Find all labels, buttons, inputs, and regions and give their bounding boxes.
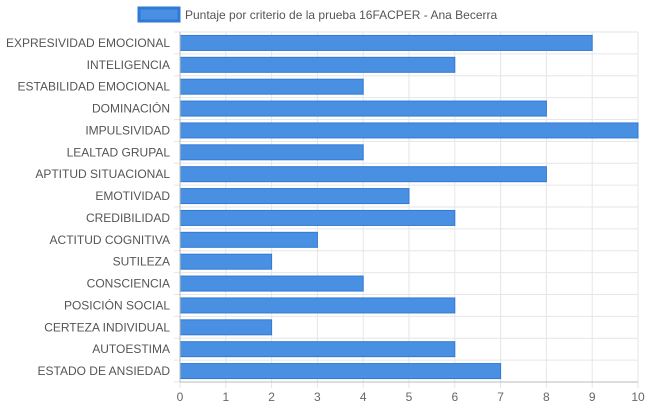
axes (179, 32, 638, 383)
bar[interactable] (179, 122, 639, 139)
bar[interactable] (179, 231, 318, 248)
bar[interactable] (179, 78, 364, 95)
bar[interactable] (179, 275, 364, 292)
legend[interactable]: Puntaje por criterio de la prueba 16FACP… (137, 6, 497, 23)
grid (174, 31, 639, 388)
x-tick-label: 5 (406, 390, 413, 404)
category-label: EMOTIVIDAD (95, 189, 170, 203)
category-label: APTITUD SITUACIONAL (35, 167, 170, 181)
bar[interactable] (179, 319, 273, 336)
x-tick-label: 4 (360, 390, 367, 404)
legend-label: Puntaje por criterio de la prueba 16FACP… (185, 8, 497, 22)
bar[interactable] (179, 209, 456, 226)
x-tick-labels: 0 1 2 3 4 5 6 7 8 9 10 (177, 390, 645, 404)
category-label: CREDIBILIDAD (86, 211, 170, 225)
bar[interactable] (179, 297, 456, 314)
category-label: EXPRESIVIDAD EMOCIONAL (6, 36, 170, 50)
bar[interactable] (179, 34, 593, 51)
legend-swatch (137, 6, 181, 23)
category-label: AUTOESTIMA (92, 342, 170, 356)
bar[interactable] (179, 144, 364, 161)
category-labels: EXPRESIVIDAD EMOCIONAL INTELIGENCIA ESTABI… (6, 36, 170, 378)
x-tick-label: 10 (631, 390, 645, 404)
category-label: INTELIGENCIA (87, 58, 170, 72)
category-label: ESTABILIDAD EMOCIONAL (18, 80, 171, 94)
x-tick-label: 2 (268, 390, 275, 404)
bar[interactable] (179, 56, 456, 73)
category-label: POSICIÓN SOCIAL (64, 297, 170, 312)
x-tick-label: 1 (222, 390, 229, 404)
category-label: DOMINACIÓN (92, 101, 170, 116)
bar[interactable] (179, 166, 547, 183)
x-tick-label: 8 (543, 390, 550, 404)
category-label: CERTEZA INDIVIDUAL (44, 320, 170, 334)
category-label: IMPULSIVIDAD (85, 123, 170, 137)
category-label: ACTITUD COGNITIVA (50, 233, 170, 247)
x-tick-label: 0 (177, 390, 184, 404)
x-tick-label: 7 (497, 390, 504, 404)
x-tick-label: 9 (589, 390, 596, 404)
bar[interactable] (179, 363, 502, 380)
category-label: CONSCIENCIA (87, 277, 170, 291)
bar[interactable] (179, 188, 410, 205)
category-label: SUTILEZA (113, 255, 170, 269)
x-tick-label: 6 (451, 390, 458, 404)
category-label: ESTADO DE ANSIEDAD (38, 364, 171, 378)
bar[interactable] (179, 253, 273, 270)
x-tick-label: 3 (314, 390, 321, 404)
bar[interactable] (179, 100, 547, 117)
category-label: LEALTAD GRUPAL (67, 145, 171, 159)
bar[interactable] (179, 341, 456, 358)
